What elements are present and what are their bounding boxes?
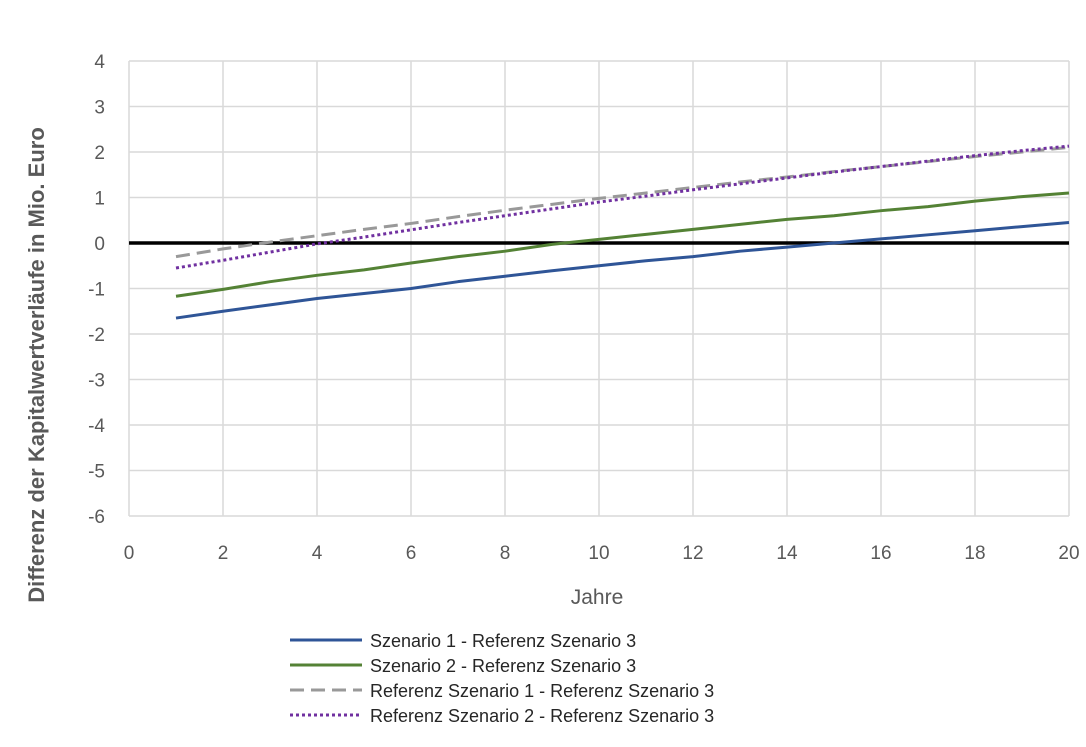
y-tick-label: 0 — [94, 234, 105, 255]
x-tick-label: 16 — [870, 543, 891, 564]
y-tick-label: -6 — [88, 507, 105, 528]
legend-label-4: Referenz Szenario 2 - Referenz Szenario … — [370, 706, 714, 726]
series-line-3 — [175, 145, 1070, 259]
series-line-1 — [175, 221, 1070, 320]
x-tick-label: 14 — [776, 543, 798, 564]
y-tick-label: 4 — [94, 52, 105, 73]
x-tick-label: 2 — [218, 543, 229, 564]
y-tick-label: 3 — [94, 98, 105, 119]
legend-label-1: Szenario 1 - Referenz Szenario 3 — [370, 631, 636, 651]
legend-label-2: Szenario 2 - Referenz Szenario 3 — [370, 656, 636, 676]
x-tick-label: 18 — [964, 543, 985, 564]
series-line-2 — [175, 191, 1070, 298]
y-tick-labels: 4 3 2 1 0 -1 -2 -3 -4 -5 -6 — [88, 52, 105, 528]
x-tick-label: 8 — [500, 543, 511, 564]
y-tick-label: -2 — [88, 325, 105, 346]
y-tick-label: 1 — [94, 189, 105, 210]
x-tick-label: 6 — [406, 543, 417, 564]
x-axis-title: Jahre — [571, 586, 624, 609]
x-tick-labels: 0 2 4 6 8 10 12 14 16 18 20 — [124, 543, 1080, 564]
x-tick-label: 20 — [1058, 543, 1079, 564]
legend: Szenario 1 - Referenz Szenario 3 Szenario… — [290, 631, 714, 726]
y-tick-label: -5 — [88, 462, 105, 483]
y-tick-label: -4 — [88, 416, 105, 437]
y-axis-title: Differenz der Kapitalwertverläufe in Mio… — [24, 127, 49, 603]
series-lines — [175, 144, 1070, 320]
series-line-4 — [175, 144, 1070, 270]
legend-label-3: Referenz Szenario 1 - Referenz Szenario … — [370, 681, 714, 701]
x-tick-label: 12 — [682, 543, 703, 564]
y-tick-label: 2 — [94, 143, 105, 164]
y-tick-label: -1 — [88, 280, 105, 301]
x-tick-label: 10 — [588, 543, 609, 564]
grid-lines — [128, 60, 1070, 517]
y-tick-label: -3 — [88, 371, 105, 392]
x-tick-label: 4 — [312, 543, 323, 564]
x-tick-label: 0 — [124, 543, 135, 564]
